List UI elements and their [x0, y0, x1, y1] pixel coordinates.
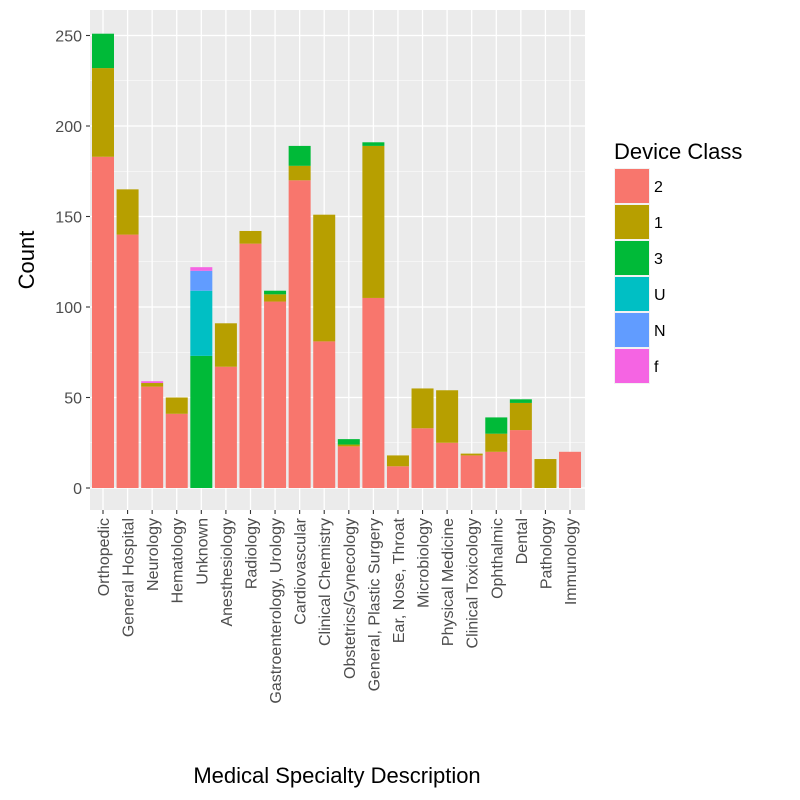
bar-segment [214, 366, 237, 488]
legend-label: 2 [654, 179, 663, 196]
bar-segment [190, 290, 213, 356]
bar-segment [509, 402, 532, 431]
x-tick-label: Orthopedic [96, 518, 113, 596]
bar-segment [190, 267, 213, 271]
legend-key-swatch [615, 205, 649, 239]
bar-segment [386, 466, 409, 488]
x-tick-label: General, Plastic Surgery [366, 518, 383, 691]
bar-segment [313, 341, 336, 488]
x-tick-label: General Hospital [121, 518, 138, 637]
bar-segment [386, 455, 409, 467]
x-tick-label: Cardiovascular [293, 517, 310, 624]
x-tick-label: Ophthalmic [489, 518, 506, 599]
y-tick-label: 200 [55, 119, 82, 136]
x-tick-label: Obstetrics/Gynecology [342, 518, 359, 679]
bar-segment [460, 453, 483, 456]
legend-key-swatch [615, 277, 649, 311]
bar-segment [485, 433, 508, 452]
bar-segment [509, 399, 532, 403]
legend-key-swatch [615, 349, 649, 383]
bar-segment [214, 323, 237, 367]
bar-segment [362, 145, 385, 298]
bar-segment [92, 33, 114, 69]
bar-segment [190, 355, 213, 488]
bar-segment [141, 381, 164, 384]
y-axis: 0 50 100 150 200 250 [55, 29, 90, 498]
x-axis-title: Medical Specialty Description [193, 763, 480, 788]
bar-segment [337, 446, 360, 488]
y-tick-label: 0 [73, 481, 82, 498]
legend-key-swatch [615, 241, 649, 275]
bar-segment [362, 297, 385, 488]
bar-segment [485, 451, 508, 488]
bar-segment [485, 417, 508, 434]
bar-segment [165, 413, 188, 488]
y-tick-label: 50 [64, 391, 82, 408]
bar-segment [116, 234, 139, 488]
x-tick-label: Pathology [538, 518, 555, 589]
legend-key-swatch [615, 169, 649, 203]
y-tick-label: 150 [55, 210, 82, 227]
x-tick-label: Immunology [563, 518, 580, 605]
bar-segment [411, 388, 434, 429]
bar-segment [288, 180, 311, 489]
legend-label: 3 [654, 251, 663, 268]
x-tick-label: Ear, Nose, Throat [391, 517, 408, 643]
bar-segment [116, 189, 139, 235]
x-tick-label: Anesthesiology [219, 518, 236, 627]
bar-segment [460, 455, 483, 488]
y-tick-label: 250 [55, 29, 82, 46]
bar-segment [534, 459, 557, 488]
x-tick-label: Radiology [243, 518, 260, 589]
legend: Device Class 2 1 3 U Nf [614, 139, 742, 384]
x-tick-label: Unknown [194, 518, 211, 585]
x-tick-label: Gastroenterology, Urology [268, 518, 285, 704]
bar-segment [337, 439, 360, 445]
bar-segment [509, 430, 532, 488]
legend-title: Device Class [614, 139, 742, 164]
bar-segment [411, 428, 434, 488]
bar-segment [239, 230, 262, 244]
bar-segment [559, 451, 582, 488]
bar-segment [92, 156, 114, 488]
bar-segment [362, 142, 385, 146]
legend-key-swatch [615, 313, 649, 347]
legend-label: N [654, 323, 666, 340]
bar-segment [288, 165, 311, 181]
bars [92, 33, 582, 489]
bar-segment [264, 290, 287, 295]
x-tick-label: Clinical Toxicology [465, 518, 482, 648]
bar-segment [313, 214, 336, 342]
bar-segment [264, 294, 287, 302]
bar-segment [337, 444, 360, 447]
bar-segment [165, 397, 188, 414]
legend-label: f [654, 359, 659, 376]
bar-segment [141, 383, 164, 387]
x-tick-label: Clinical Chemistry [317, 518, 334, 646]
bar-segment [239, 243, 262, 488]
bar-segment [288, 145, 311, 166]
bar-segment [436, 442, 459, 488]
bar-segment [436, 390, 459, 443]
x-tick-label: Microbiology [416, 518, 433, 608]
legend-label: U [654, 287, 666, 304]
x-tick-label: Hematology [170, 518, 187, 603]
bar-segment [264, 301, 287, 488]
y-axis-title: Count [14, 231, 39, 290]
x-tick-label: Neurology [145, 518, 162, 591]
legend-label: 1 [654, 215, 663, 232]
bar-segment [190, 270, 213, 291]
x-tick-label: Physical Medicine [440, 518, 457, 646]
y-tick-label: 100 [55, 300, 82, 317]
bar-segment [141, 386, 164, 488]
x-axis: Orthopedic General Hospital Neurology Hemat… [96, 510, 580, 704]
bar-segment [92, 68, 114, 157]
x-tick-label: Dental [514, 518, 531, 564]
